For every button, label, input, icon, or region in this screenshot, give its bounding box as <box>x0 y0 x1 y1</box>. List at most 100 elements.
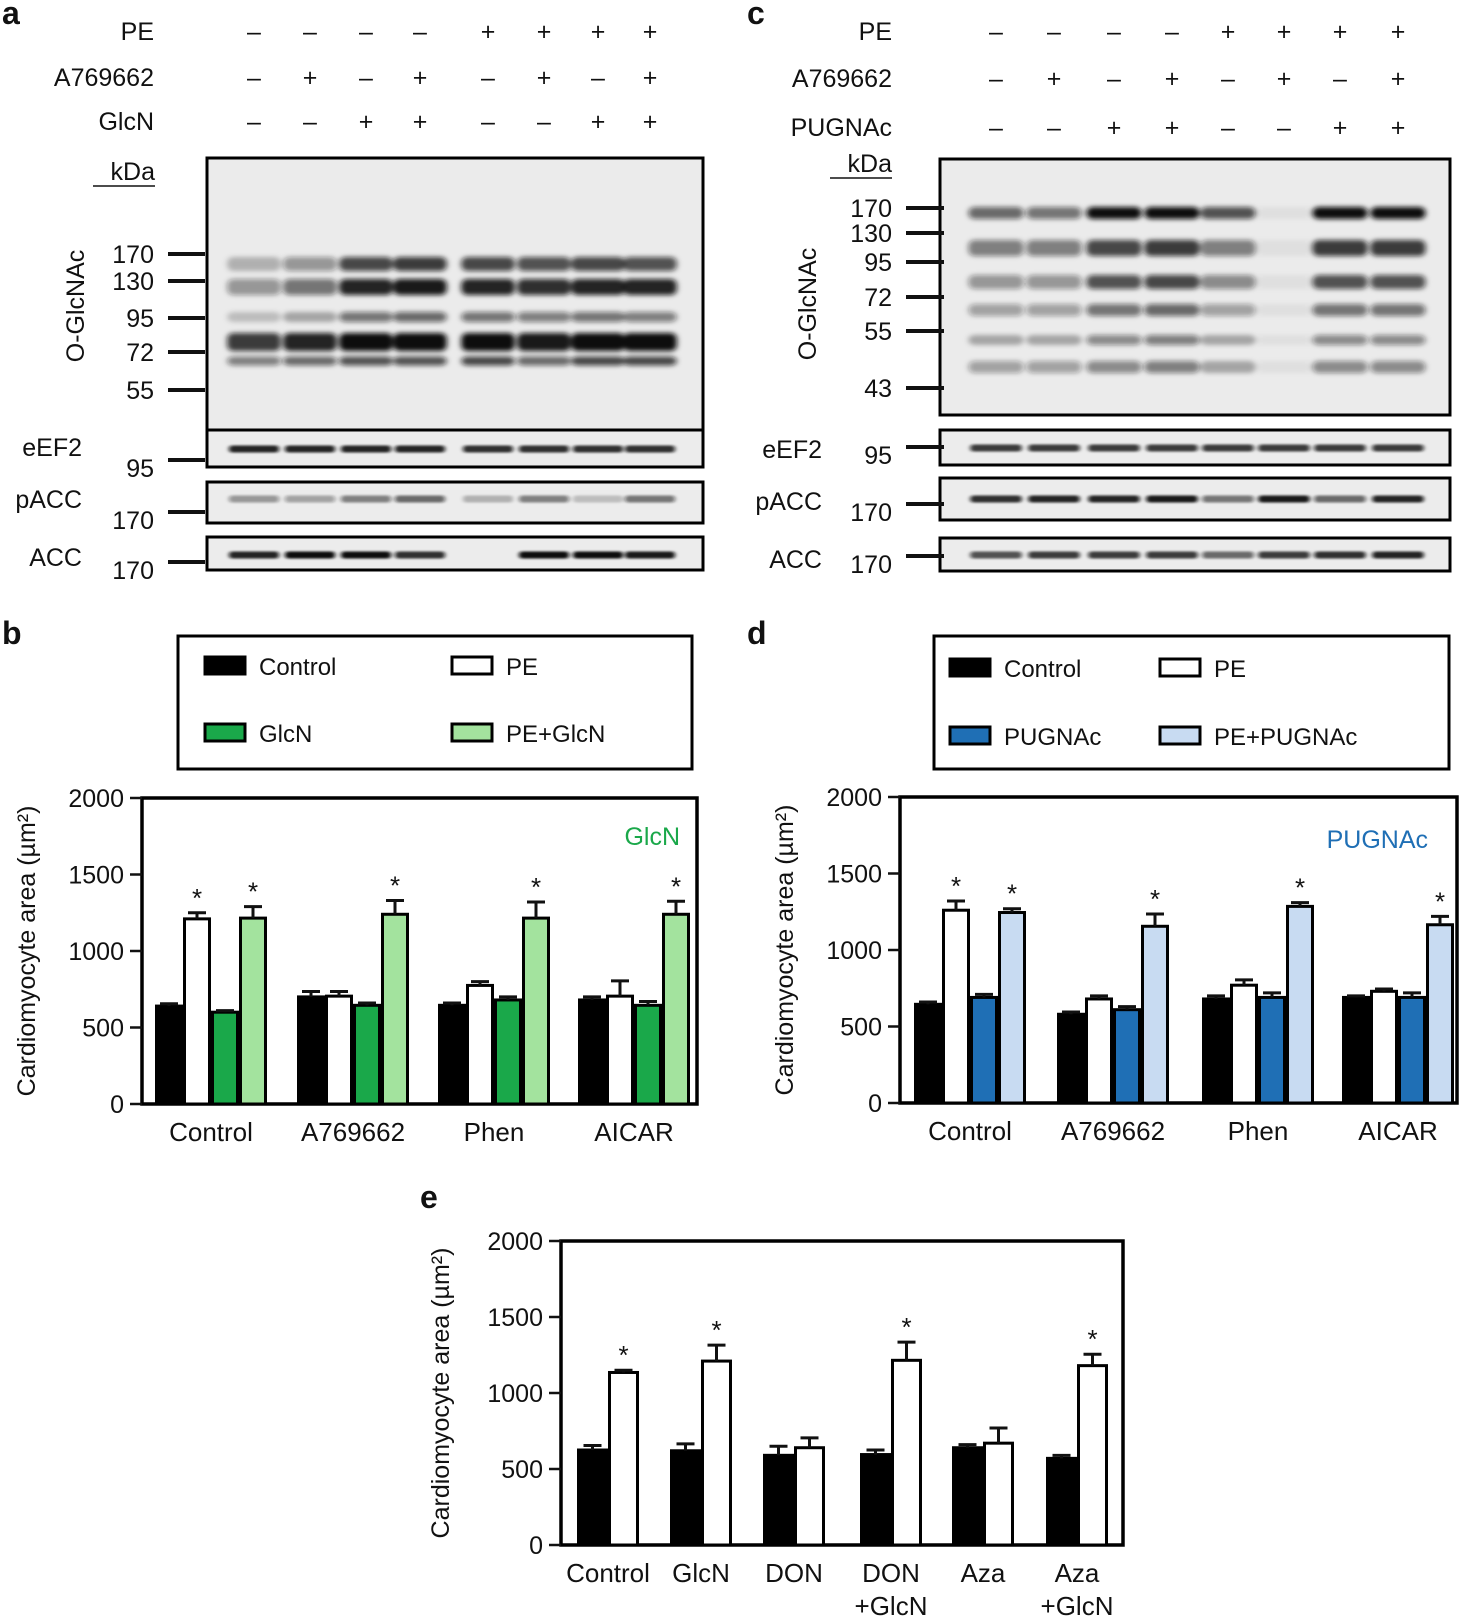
bar <box>998 911 1026 1105</box>
treatment-sign: – <box>1107 65 1121 93</box>
significance-star: * <box>951 871 961 901</box>
small-blot-label: pACC <box>15 486 82 514</box>
significance-star: * <box>1435 886 1445 916</box>
blot-band <box>393 279 447 295</box>
blot-band <box>393 257 447 271</box>
legend-label: PE <box>1214 656 1246 683</box>
x-tick-label: Control <box>928 1116 1012 1146</box>
y-tick-label: 0 <box>110 1091 124 1119</box>
treatment-sign: + <box>643 108 658 136</box>
plot-frame <box>559 1239 1125 1547</box>
blot-band <box>227 312 281 322</box>
blot-band <box>1200 207 1256 219</box>
blot-band <box>461 279 515 295</box>
legend-swatch <box>1158 657 1202 678</box>
blot-band <box>623 257 677 271</box>
bar <box>466 983 494 1106</box>
bar-group <box>1085 994 1113 1105</box>
x-tick-label: DON <box>765 1558 823 1588</box>
significance-star: * <box>390 871 400 901</box>
treatment-sign: + <box>1107 114 1122 142</box>
bar <box>1113 1008 1141 1105</box>
blot-band <box>1256 207 1312 219</box>
small-blot-band <box>1314 444 1366 452</box>
small-blot-band <box>625 495 675 503</box>
blot-band <box>393 312 447 322</box>
small-blot-band <box>1146 444 1198 452</box>
bar <box>1342 995 1370 1105</box>
bar-group <box>983 1426 1014 1547</box>
small-blot-band <box>1028 551 1080 559</box>
blot-band <box>339 356 393 366</box>
legend-swatch <box>948 725 992 746</box>
treatment-sign: + <box>537 18 552 46</box>
blot-band <box>1086 304 1142 316</box>
legend-label: Control <box>259 654 336 681</box>
bar <box>1046 1456 1077 1547</box>
small-blot-band <box>395 445 445 453</box>
treatment-sign: + <box>643 18 658 46</box>
small-blot-band <box>970 551 1022 559</box>
blot-band <box>517 312 571 322</box>
blot-band <box>968 207 1024 219</box>
y-tick-label: 500 <box>82 1015 124 1043</box>
legend-label: PE+PUGNAc <box>1214 724 1357 751</box>
bar <box>914 1002 942 1105</box>
blot-band <box>227 356 281 366</box>
small-blot-label: ACC <box>769 546 822 574</box>
chart-b: b Control PE GlcN PE+GlcN 0 500 1000 1500 2000 Car… <box>2 615 699 1147</box>
small-blot-band <box>625 551 675 559</box>
blot-band <box>1026 207 1082 219</box>
blot-band <box>339 312 393 322</box>
panel-letter-e: e <box>420 1179 438 1215</box>
treatment-sign: + <box>1277 65 1292 93</box>
blot-band <box>461 257 515 271</box>
small-blot-band <box>573 495 623 503</box>
legend-label: Control <box>1004 656 1081 683</box>
treatment-label: PE <box>121 18 154 46</box>
small-blot-band <box>285 445 335 453</box>
x-tick-label: +GlcN <box>1041 1591 1114 1619</box>
blot-band <box>227 279 281 295</box>
treatment-label: A769662 <box>792 65 892 93</box>
x-tick-label: Aza <box>961 1558 1006 1588</box>
x-tick-label: AICAR <box>594 1117 673 1147</box>
small-blot-frame <box>938 476 1452 522</box>
blot-band <box>968 361 1024 373</box>
blot-band <box>968 275 1024 289</box>
bar <box>983 1441 1014 1547</box>
blot-band <box>1026 275 1082 289</box>
small-blot-band <box>970 444 1022 452</box>
blot-band <box>623 333 677 351</box>
bar <box>1077 1364 1108 1547</box>
small-blot-band <box>1146 495 1198 503</box>
bar-group <box>1342 994 1370 1105</box>
treatment-sign: + <box>1391 65 1406 93</box>
blot-band <box>1086 361 1142 373</box>
treatment-sign: – <box>359 18 373 46</box>
small-blot-label: eEF2 <box>762 436 822 464</box>
blot-band <box>283 333 337 351</box>
blot-band <box>1144 275 1200 289</box>
small-blot-band <box>1372 444 1424 452</box>
bar <box>1141 924 1169 1105</box>
treatment-label: PE <box>859 18 892 46</box>
blot-background <box>207 158 703 436</box>
bar-group <box>1370 987 1398 1105</box>
small-blot-marker: 170 <box>850 551 892 579</box>
bar <box>494 998 522 1106</box>
blot-band <box>517 279 571 295</box>
bar-group: * <box>1286 873 1314 1105</box>
blot-band <box>1026 335 1082 345</box>
small-blot-band <box>1028 495 1080 503</box>
blot-band <box>1200 361 1256 373</box>
blot-band <box>571 356 625 366</box>
legend-swatch <box>203 655 247 676</box>
y-tick-label: 1500 <box>826 861 882 889</box>
legend-box <box>176 634 694 771</box>
bar-group <box>1258 991 1286 1105</box>
legend-label: GlcN <box>259 721 312 748</box>
bar <box>942 908 970 1105</box>
legend-label: PE+GlcN <box>506 721 605 748</box>
